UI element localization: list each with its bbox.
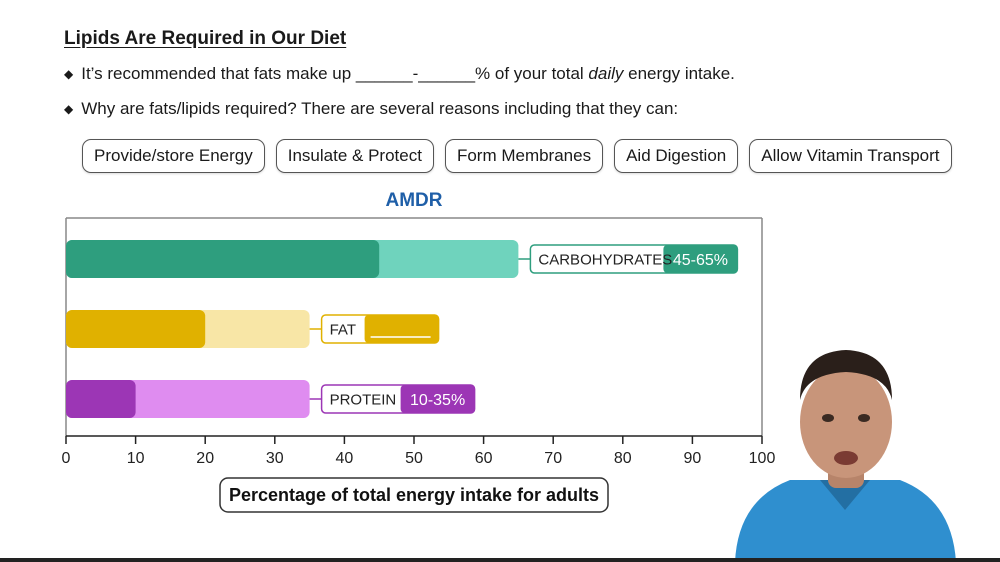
blank-1: ______ [355, 64, 413, 83]
bottom-divider [0, 558, 1000, 562]
bullet1-text-c: energy intake. [623, 64, 735, 83]
value-box-carb [663, 245, 738, 273]
diamond-bullet-icon: ◆ [64, 102, 74, 116]
x-tick-label-50: 50 [405, 450, 423, 467]
diamond-bullet-icon: ◆ [64, 67, 74, 81]
bullet1-dash: - [412, 64, 419, 83]
range-label-carb: 45-65% [673, 252, 728, 269]
bullet1-text-a: It’s recommended that fats make up [81, 64, 356, 83]
reason-chip-vitamin: Allow Vitamin Transport [749, 139, 952, 173]
x-tick-label-0: 0 [62, 450, 71, 467]
x-tick-label-40: 40 [336, 450, 354, 467]
presenter-video [735, 350, 956, 562]
page-title: Lipids Are Required in Our Diet [64, 28, 347, 49]
bar-fat-min [66, 310, 206, 348]
x-tick-label-70: 70 [544, 450, 562, 467]
bullet1-emphasis: daily [588, 64, 624, 83]
reason-chip-insulate: Insulate & Protect [275, 139, 434, 173]
amdr-chart: AMDR 0 10 20 30 40 50 60 70 80 90 100 CARBOHYDRATES 4… [62, 190, 776, 513]
x-axis-label-box [219, 477, 609, 513]
bullet-recommendation: ◆ It’s recommended that fats make up ___… [64, 64, 735, 84]
bullet-reasons: ◆ Why are fats/lipids required? There ar… [64, 99, 678, 119]
bullet1-text-b: % of your total [475, 64, 589, 83]
x-tick-label-10: 10 [127, 450, 145, 467]
chart-title: AMDR [386, 190, 443, 211]
x-tick-label-60: 60 [475, 450, 493, 467]
value-box-protein [400, 385, 475, 413]
value-box-fat [364, 315, 439, 343]
bar-protein-min [66, 380, 136, 418]
range-label-protein: 10-35% [410, 392, 465, 409]
x-tick-label-30: 30 [266, 450, 284, 467]
x-axis-label: Percentage of total energy intake for ad… [229, 485, 599, 505]
x-tick-label-90: 90 [684, 450, 702, 467]
category-label-carb: CARBOHYDRATES [538, 252, 672, 269]
category-label-protein: PROTEIN [330, 392, 397, 409]
reason-chip-membranes: Form Membranes [444, 139, 604, 173]
x-tick-label-100: 100 [749, 450, 776, 467]
x-tick-label-20: 20 [196, 450, 214, 467]
blank-2: ______ [418, 64, 476, 83]
reason-chip-energy: Provide/store Energy [82, 139, 265, 173]
reason-chip-digestion: Aid Digestion [614, 139, 739, 173]
x-tick-label-80: 80 [614, 450, 632, 467]
bullet2-text: Why are fats/lipids required? There are … [81, 99, 679, 118]
category-label-fat: FAT [330, 322, 356, 339]
reason-chips: Provide/store Energy Insulate & Protect … [82, 139, 952, 173]
bar-carb-min [66, 240, 380, 278]
